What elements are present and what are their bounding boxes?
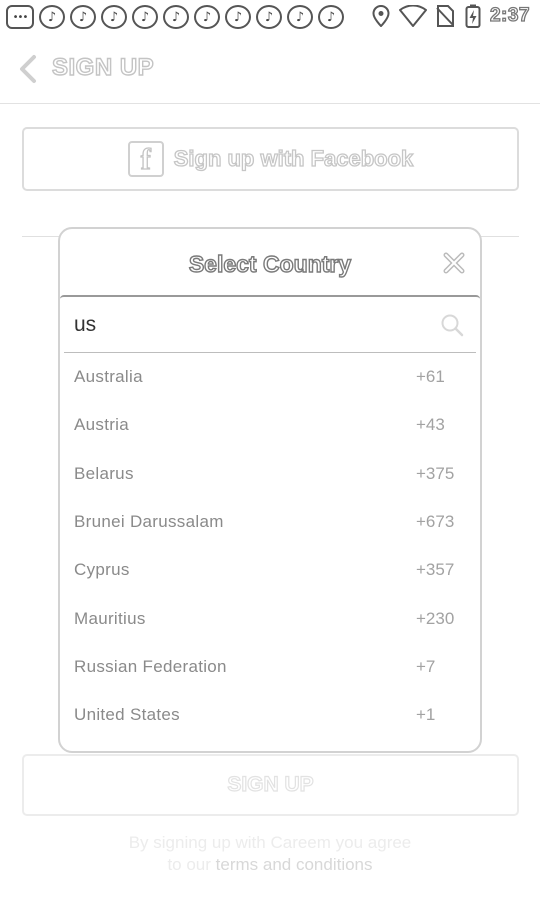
search-icon xyxy=(440,313,464,337)
country-dial-code: +61 xyxy=(416,367,445,387)
status-bar: ••• ♪ ♪ ♪ ♪ ♪ ♪ ♪ ♪ ♪ ♪ 2:37 xyxy=(0,0,540,34)
country-name: Mauritius xyxy=(74,608,146,628)
country-name: Brunei Darussalam xyxy=(74,512,224,532)
facebook-signup-button[interactable]: f Sign up with Facebook xyxy=(22,127,519,191)
music-note-icon: ♪ xyxy=(318,5,344,29)
location-icon xyxy=(370,4,392,28)
music-note-icon: ♪ xyxy=(256,5,282,29)
terms-line-2: to our terms and conditions xyxy=(0,854,540,876)
country-dial-code: +1 xyxy=(416,705,436,725)
no-sim-icon xyxy=(434,4,456,28)
country-name: Austria xyxy=(74,415,130,435)
country-name: United States xyxy=(74,705,180,725)
country-row-cyprus[interactable]: Cyprus +357 xyxy=(60,546,480,594)
country-dial-code: +375 xyxy=(416,463,455,483)
country-name: Cyprus xyxy=(74,560,130,580)
terms-prefix: to our xyxy=(167,855,216,874)
facebook-icon: f xyxy=(127,141,164,177)
music-note-icon: ♪ xyxy=(225,5,251,29)
music-note-icon: ♪ xyxy=(39,5,65,29)
music-note-icon: ♪ xyxy=(287,5,313,29)
country-row-united-states[interactable]: United States +1 xyxy=(60,691,480,739)
signup-button-label: SIGN UP xyxy=(227,772,315,796)
music-note-icon: ♪ xyxy=(194,5,220,29)
battery-charging-icon xyxy=(462,4,484,28)
country-dial-code: +357 xyxy=(416,560,455,580)
country-name: Russian Federation xyxy=(74,656,227,676)
country-search-input[interactable] xyxy=(74,297,434,353)
dialog-title: Select Country xyxy=(188,250,352,277)
page-title: SIGN UP xyxy=(51,53,155,81)
more-icon: ••• xyxy=(6,5,34,29)
search-row xyxy=(64,297,476,353)
country-dial-code: +43 xyxy=(416,415,445,435)
dialog-body: Australia +61 Austria +43 Belarus +375 B… xyxy=(60,295,480,751)
country-row-austria[interactable]: Austria +43 xyxy=(60,401,480,449)
music-note-icon: ♪ xyxy=(132,5,158,29)
country-list: Australia +61 Austria +43 Belarus +375 B… xyxy=(60,353,480,739)
music-note-icon: ♪ xyxy=(70,5,96,29)
select-country-dialog: Select Country Australia +61 Austria +43… xyxy=(58,227,482,753)
signup-button[interactable]: SIGN UP xyxy=(22,754,519,816)
country-name: Australia xyxy=(74,367,143,387)
close-icon[interactable] xyxy=(442,251,466,275)
country-row-brunei[interactable]: Brunei Darussalam +673 xyxy=(60,498,480,546)
country-dial-code: +7 xyxy=(416,656,436,676)
country-name: Belarus xyxy=(74,463,134,483)
country-dial-code: +230 xyxy=(416,608,455,628)
music-note-icon: ♪ xyxy=(101,5,127,29)
country-row-belarus[interactable]: Belarus +375 xyxy=(60,450,480,498)
app-header: SIGN UP xyxy=(0,34,540,104)
music-note-icon: ♪ xyxy=(163,5,189,29)
facebook-signup-label: Sign up with Facebook xyxy=(173,145,414,171)
country-row-russian-federation[interactable]: Russian Federation +7 xyxy=(60,643,480,691)
country-row-mauritius[interactable]: Mauritius +230 xyxy=(60,594,480,642)
country-dial-code: +673 xyxy=(416,512,455,532)
terms-line-1: By signing up with Careem you agree xyxy=(128,833,412,852)
wifi-icon xyxy=(398,4,428,28)
terms-link[interactable]: terms and conditions xyxy=(215,855,373,874)
country-row-australia[interactable]: Australia +61 xyxy=(60,353,480,401)
system-icons: 2:37 xyxy=(370,4,530,28)
dialog-header: Select Country xyxy=(60,229,480,295)
back-arrow-icon[interactable] xyxy=(16,54,42,84)
terms-text: By signing up with Careem you agree to o… xyxy=(0,832,540,876)
notification-icons: ••• ♪ ♪ ♪ ♪ ♪ ♪ ♪ ♪ ♪ ♪ xyxy=(6,5,344,29)
clock: 2:37 xyxy=(489,4,530,26)
